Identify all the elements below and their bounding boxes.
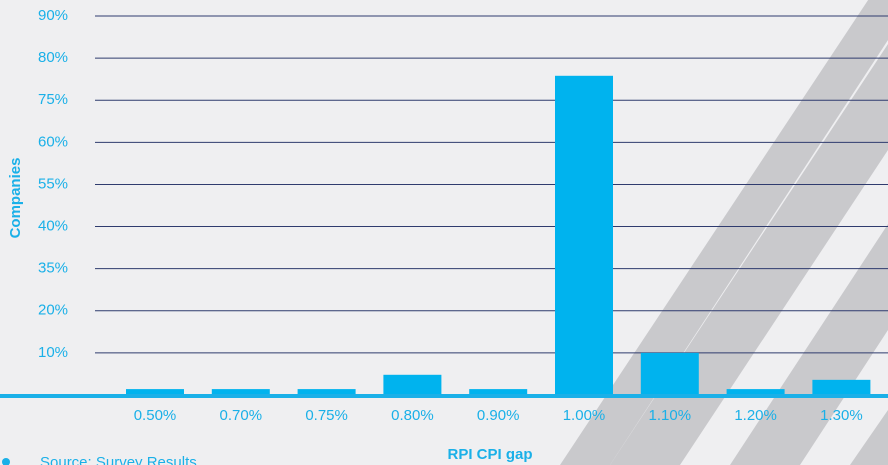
y-tick-label: 90% xyxy=(38,7,68,24)
y-tick-label: 60% xyxy=(38,133,68,150)
x-tick-label: 0.50% xyxy=(134,407,177,424)
bar xyxy=(469,389,528,395)
source: Source: Survey Results xyxy=(40,454,197,465)
bar xyxy=(726,389,785,395)
y-tick-label: 35% xyxy=(38,260,68,277)
y-tick-label: 20% xyxy=(38,302,68,319)
y-tick-label: 10% xyxy=(38,344,68,361)
x-tick-label: 0.80% xyxy=(391,407,434,424)
bar xyxy=(383,374,442,395)
bar xyxy=(555,75,613,395)
y-axis-label: Companies xyxy=(7,158,24,239)
x-tick-label: 1.10% xyxy=(649,407,692,424)
x-tick-label: 0.90% xyxy=(477,407,520,424)
x-tick-label: 1.30% xyxy=(820,407,863,424)
y-tick-label: 75% xyxy=(38,91,68,108)
bar xyxy=(640,352,699,395)
y-tick-label: 40% xyxy=(38,218,68,235)
x-tick-label: 1.00% xyxy=(563,407,606,424)
x-axis-label: RPI CPI gap xyxy=(447,446,532,463)
x-tick-label: 0.75% xyxy=(305,407,348,424)
x-tick-label: 0.70% xyxy=(220,407,263,424)
x-tick-label: 1.20% xyxy=(734,407,777,424)
bar xyxy=(812,379,871,395)
y-tick-label: 55% xyxy=(38,175,68,192)
bar xyxy=(211,389,270,395)
y-tick-label: 80% xyxy=(38,49,68,66)
source-bullet xyxy=(2,458,10,465)
bar xyxy=(297,389,356,395)
bar xyxy=(126,389,184,395)
